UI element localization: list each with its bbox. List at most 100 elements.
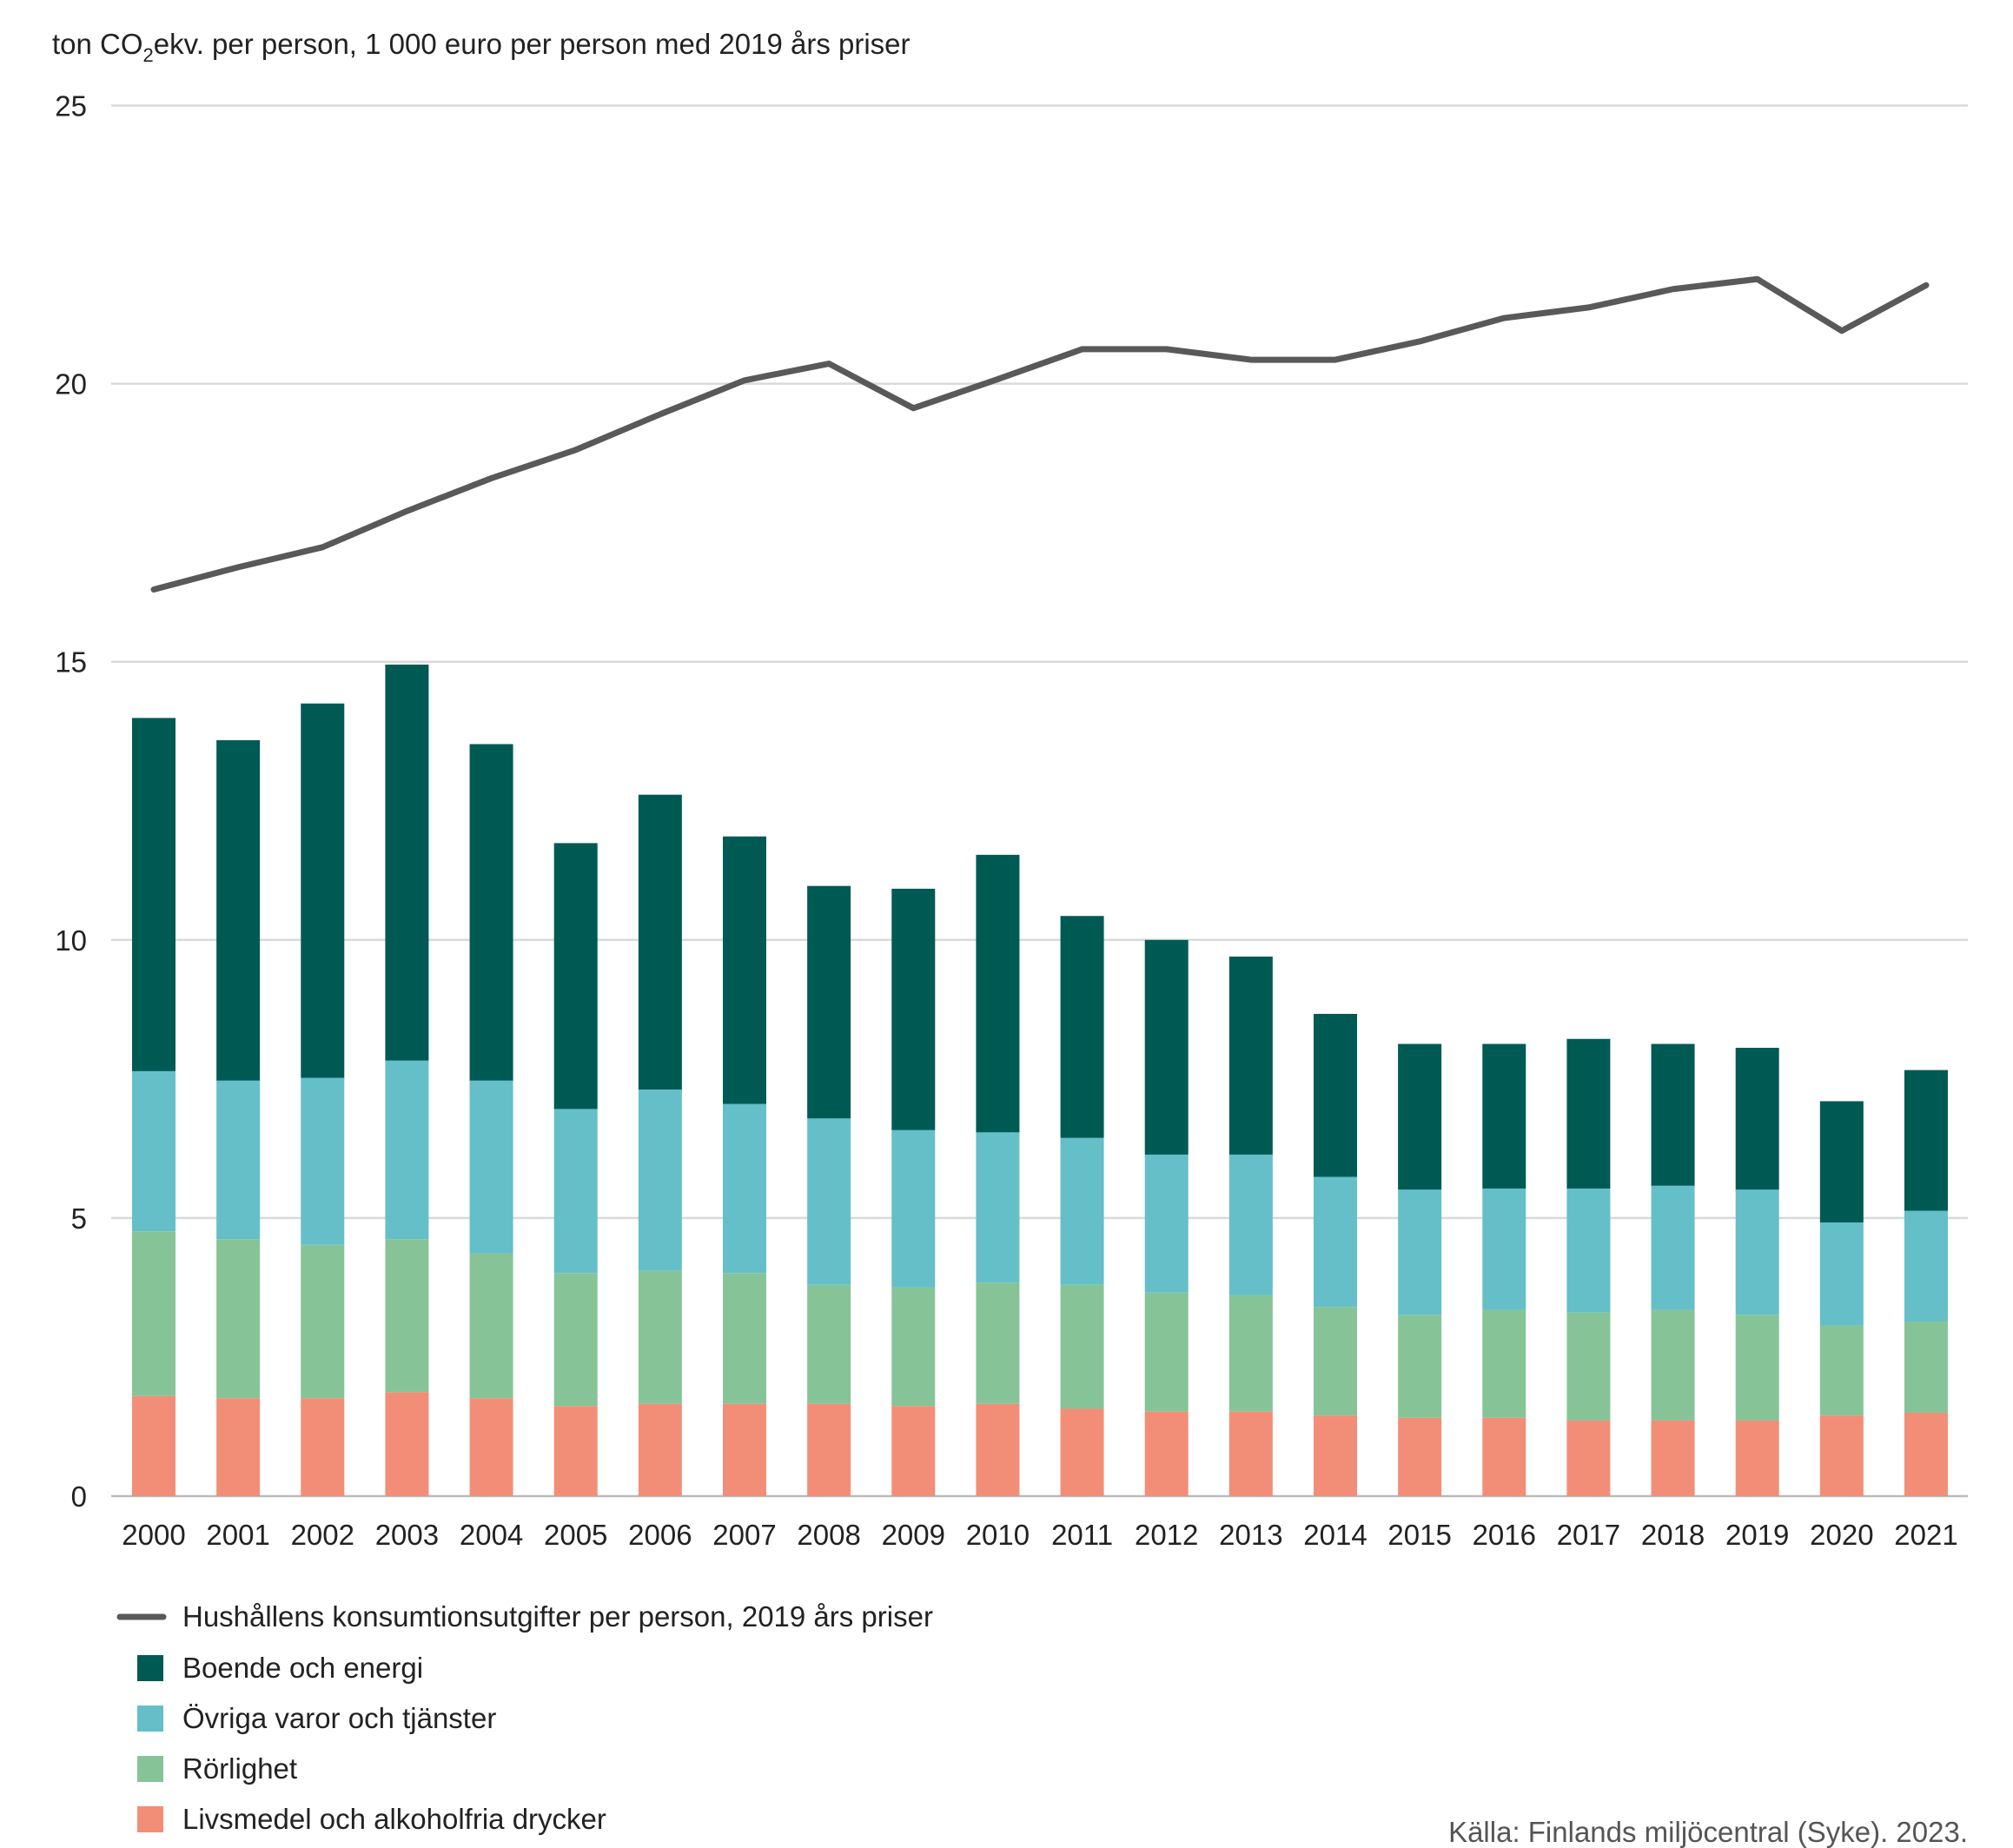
bar-2015-series-0 (1398, 1417, 1442, 1496)
x-tick-label: 2020 (1810, 1519, 1873, 1551)
x-tick-label: 2000 (122, 1519, 185, 1551)
bar-2013-series-0 (1228, 1411, 1273, 1496)
x-tick-label: 2013 (1219, 1519, 1282, 1551)
bar-2021-series-2 (1904, 1210, 1948, 1321)
bar-2005-series-0 (553, 1406, 598, 1496)
bar-2021-series-0 (1904, 1412, 1948, 1496)
bar-2000-series-1 (132, 1231, 175, 1396)
bar-2017-series-2 (1566, 1188, 1611, 1313)
legend-label: Hushållens konsumtionsutgifter per perso… (182, 1600, 933, 1633)
bar-2015-series-2 (1398, 1189, 1442, 1315)
legend-swatch (137, 1806, 163, 1832)
x-tick-label: 2016 (1473, 1519, 1536, 1551)
bar-2018-series-1 (1651, 1309, 1695, 1421)
bar-2020-series-2 (1819, 1222, 1864, 1326)
bar-2015-series-1 (1398, 1315, 1442, 1418)
bar-2010-series-3 (976, 854, 1020, 1133)
y-tick-label: 0 (71, 1480, 87, 1513)
bar-2006-series-3 (638, 794, 682, 1090)
bar-2019-series-2 (1735, 1189, 1779, 1315)
x-tick-label: 2002 (291, 1519, 354, 1551)
bar-2000-series-2 (132, 1070, 175, 1232)
bar-2004-series-3 (469, 744, 513, 1081)
x-tick-label: 2017 (1557, 1519, 1620, 1551)
bar-2014-series-3 (1314, 1013, 1357, 1177)
bar-2020-series-3 (1819, 1101, 1864, 1223)
x-tick-label: 2011 (1051, 1519, 1113, 1551)
x-tick-label: 2019 (1725, 1519, 1789, 1551)
bar-2007-series-0 (723, 1403, 766, 1496)
bar-2012-series-3 (1144, 939, 1189, 1155)
x-tick-label: 2018 (1641, 1519, 1705, 1551)
bar-2016-series-1 (1482, 1309, 1526, 1418)
bar-2014-series-0 (1314, 1415, 1357, 1496)
bar-2006-series-1 (638, 1270, 682, 1404)
x-tick-label: 2004 (460, 1519, 523, 1551)
x-tick-label: 2006 (628, 1519, 692, 1551)
bar-2002-series-0 (301, 1398, 345, 1496)
bar-2005-series-1 (553, 1273, 598, 1407)
bar-2011-series-2 (1060, 1137, 1104, 1285)
legend-label: Övriga varor och tjänster (182, 1702, 496, 1734)
x-tick-label: 2010 (966, 1519, 1030, 1551)
bar-2000-series-3 (132, 718, 175, 1071)
bar-2003-series-2 (385, 1060, 429, 1240)
bar-2008-series-1 (807, 1284, 851, 1404)
bar-2010-series-0 (976, 1403, 1020, 1496)
line-series (150, 275, 1930, 593)
bar-2001-series-2 (216, 1080, 261, 1240)
bar-2012-series-2 (1144, 1154, 1189, 1293)
title-suffix: ekv. per person, 1 000 euro per person m… (154, 28, 910, 60)
bar-2003-series-0 (385, 1392, 429, 1496)
bar-2008-series-2 (807, 1118, 851, 1285)
legend-swatch (137, 1655, 163, 1681)
bars (132, 664, 1948, 1496)
legend-label: Boende och energi (182, 1652, 423, 1684)
x-tick-label: 2001 (206, 1519, 269, 1551)
x-tick-label: 2012 (1135, 1519, 1198, 1551)
bar-2011-series-0 (1060, 1408, 1104, 1496)
bar-2011-series-3 (1060, 916, 1104, 1138)
bar-2017-series-1 (1566, 1312, 1611, 1421)
bar-2002-series-3 (301, 703, 345, 1078)
x-tick-label: 2003 (375, 1519, 439, 1551)
bar-2013-series-1 (1228, 1295, 1273, 1412)
bar-2012-series-1 (1144, 1292, 1189, 1412)
bar-2020-series-0 (1819, 1415, 1864, 1496)
legend: Hushållens konsumtionsutgifter per perso… (116, 1600, 933, 1835)
chart-title: ton CO2ekv. per person, 1 000 euro per p… (52, 28, 910, 66)
source-note: Källa: Finlands miljöcentral (Syke). 202… (1448, 1816, 1968, 1848)
bar-2009-series-2 (891, 1129, 936, 1288)
bar-2008-series-0 (807, 1403, 851, 1496)
bar-2012-series-0 (1144, 1411, 1189, 1496)
bar-2004-series-2 (469, 1080, 513, 1254)
x-tick-label: 2007 (712, 1519, 776, 1551)
y-tick-label: 20 (55, 368, 87, 401)
bar-2003-series-3 (385, 664, 429, 1061)
legend-label: Livsmedel och alkoholfria drycker (182, 1803, 606, 1835)
bar-2020-series-1 (1819, 1325, 1864, 1416)
bar-2005-series-3 (553, 843, 598, 1109)
bar-2018-series-3 (1651, 1043, 1695, 1186)
bar-2000-series-0 (132, 1395, 175, 1496)
bar-2007-series-2 (723, 1103, 766, 1274)
bar-2014-series-2 (1314, 1176, 1357, 1308)
bar-2011-series-1 (1060, 1284, 1104, 1409)
bar-2007-series-3 (723, 836, 766, 1104)
bar-2013-series-2 (1228, 1154, 1273, 1295)
bar-2004-series-0 (469, 1398, 513, 1496)
bar-2019-series-0 (1735, 1420, 1779, 1496)
bar-2001-series-3 (216, 739, 261, 1081)
bar-2014-series-1 (1314, 1307, 1357, 1416)
bar-2009-series-1 (891, 1287, 936, 1407)
y-tick-label: 10 (55, 924, 87, 957)
consumption-line (150, 275, 1930, 593)
bar-2010-series-1 (976, 1282, 1020, 1404)
bar-2005-series-2 (553, 1109, 598, 1274)
bar-2021-series-3 (1904, 1070, 1948, 1211)
bar-2002-series-2 (301, 1077, 345, 1245)
bar-2021-series-1 (1904, 1321, 1948, 1413)
bar-2016-series-0 (1482, 1417, 1526, 1496)
bar-2007-series-1 (723, 1273, 766, 1404)
